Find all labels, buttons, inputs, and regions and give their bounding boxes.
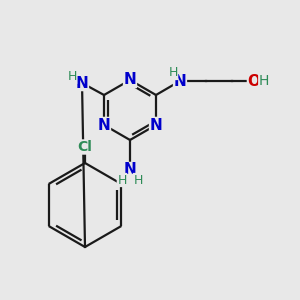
Text: H: H [259, 74, 269, 88]
Text: H: H [133, 173, 143, 187]
Text: Cl: Cl [78, 140, 92, 154]
Text: N: N [150, 118, 162, 133]
Text: H: H [117, 173, 127, 187]
Text: N: N [124, 73, 136, 88]
Text: H: H [67, 70, 77, 83]
Text: O: O [248, 74, 260, 88]
Text: N: N [98, 118, 110, 133]
Text: N: N [174, 74, 186, 88]
Text: N: N [124, 163, 136, 178]
Text: H: H [168, 67, 178, 80]
Text: N: N [76, 76, 88, 91]
